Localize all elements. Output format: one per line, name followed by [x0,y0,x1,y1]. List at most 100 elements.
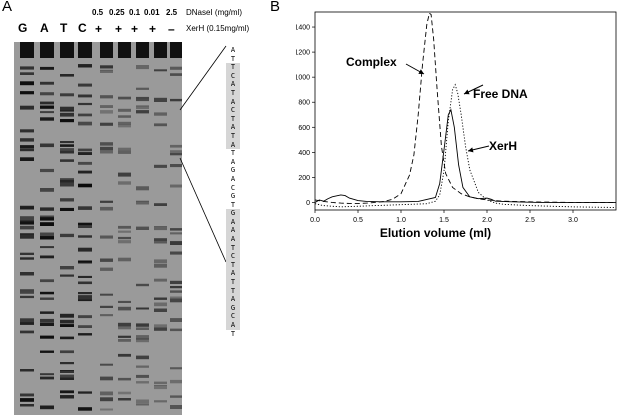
y-tick-label: 400 [298,150,310,157]
gel-band [60,183,74,187]
sequence-base: T [230,329,236,338]
gel-band [154,239,167,244]
gel-band [78,325,92,328]
gel-band [40,350,54,353]
gel-band [20,72,34,75]
sequence-base: A [226,321,240,330]
gel-band [100,149,113,154]
gel-band [40,222,54,226]
dnase-label: DNaseI (mg/ml) [186,8,243,17]
series-line-free-dna [314,83,617,208]
gel-band [40,188,54,192]
gel-band [20,157,34,161]
y-tick-label: 1200 [296,50,310,57]
gel-band [20,105,34,110]
sequence-base: A [230,174,236,183]
gel-band [60,93,74,96]
gel-band [170,298,182,303]
gel-band [154,385,167,390]
well-band [118,42,131,58]
gel-band [78,247,92,252]
xerh-sign-5: – [168,22,175,36]
gel-band [60,112,74,117]
gel-band [20,235,34,239]
well-band [60,42,74,58]
well-band [100,42,113,58]
gel-band [78,299,92,302]
gel-band [20,233,34,236]
x-tick-label: 1.0 [396,217,406,224]
y-tick-label: 200 [298,175,310,182]
gel-band [100,206,113,211]
gel-band [118,181,131,185]
gel-band [136,87,149,90]
gel-band [100,146,113,151]
gel-band [118,335,131,338]
gel-band [20,330,34,334]
gel-band [60,106,74,111]
gel-band [100,391,113,396]
sequence-base: A [226,295,240,304]
gel-band [60,324,74,327]
gel-band [40,81,54,85]
gel-band [100,200,113,203]
lane-label-t: T [60,21,68,35]
gel-band [100,105,113,108]
gel-band [60,336,74,340]
gel-band [40,246,54,249]
gel-band [154,324,167,328]
dnase-conc-2: 0.25 [109,8,125,17]
panel-a-label: A [2,0,13,15]
sequence-base: G [226,303,240,313]
sequence-base: T [226,63,240,72]
gel-band [40,217,54,221]
gel-band [100,408,113,411]
gel-band [20,145,34,148]
gel-band [78,281,92,285]
gel-band [100,142,113,146]
gel-band [136,201,149,205]
dnase-conc-3: 0.1 [129,8,141,17]
gel-band [100,267,113,271]
gel-band [60,159,74,162]
gel-band [118,115,131,118]
gel-band [170,98,182,102]
sequence-base: T [226,88,240,98]
gel-band [170,290,182,293]
gel-band [136,106,149,110]
dnase-conc-1: 0.5 [92,8,104,17]
xerh-sign-2: + [115,22,123,36]
gel-band [60,377,74,380]
gel-band [170,379,182,384]
gel-band [78,170,92,173]
gel-band [170,184,182,188]
gel-band [60,198,74,202]
gel-band [40,234,54,237]
sequence-base: T [226,114,240,124]
gel-band [170,144,182,148]
gel-band [118,306,131,311]
gel-band [118,377,131,381]
gel-band [154,297,167,300]
gel-band [20,66,34,70]
gel-band [170,153,182,156]
gel-band [154,308,167,312]
gel-band [170,241,182,245]
gel-band [20,129,34,133]
annotation-xerh: XerH [489,139,517,153]
gel-band [78,83,92,87]
gel-band [118,236,131,240]
gel-band [154,278,167,282]
gel-band [118,121,131,125]
well-band [170,42,182,58]
gel-band [136,110,149,114]
gel-band [136,403,149,406]
gel-band [170,367,182,370]
gel-band [40,66,54,70]
gel-band [170,251,182,255]
gel-band [78,333,92,336]
xerh-sign-4: + [149,22,157,36]
gel-band [136,226,149,230]
sequence-base: T [226,278,240,287]
